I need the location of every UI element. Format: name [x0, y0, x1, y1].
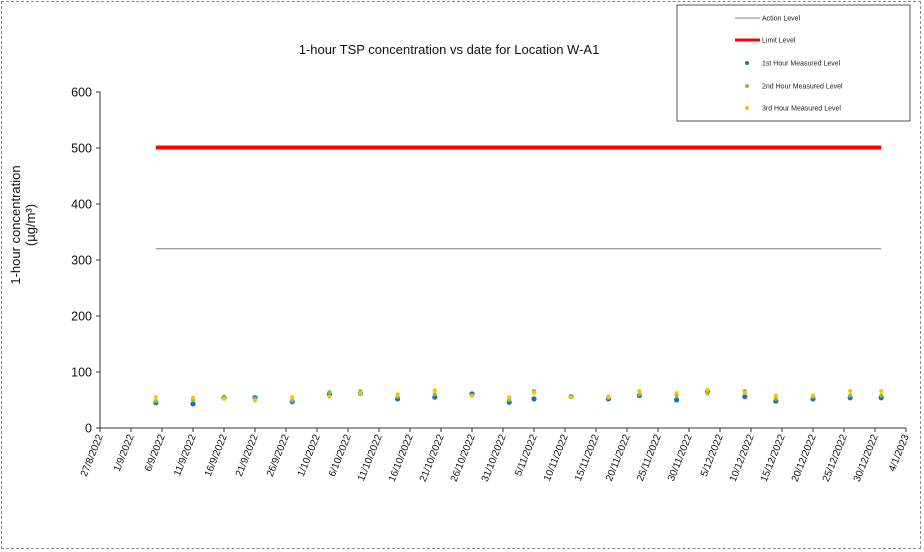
data-point	[153, 399, 158, 404]
x-tick-label: 11/10/2022	[356, 433, 385, 483]
data-point	[674, 391, 679, 396]
data-point	[705, 387, 710, 393]
x-tick-label: 4/1/2023	[887, 433, 912, 474]
y-tick-label: 500	[71, 142, 92, 156]
data-point	[637, 388, 642, 394]
data-point	[531, 390, 537, 395]
y-axis-unit: (µg/m³)	[23, 204, 38, 246]
x-tick-label: 30/12/2022	[852, 433, 881, 484]
chart-title: 1-hour TSP concentration vs date for Loc…	[299, 42, 600, 57]
legend: Action Level Limit Level 1st Hour Measured…	[676, 4, 911, 122]
data-point	[327, 390, 332, 395]
y-tick-label: 600	[71, 86, 92, 100]
data-point	[531, 396, 537, 402]
x-tick-label: 5/12/2022	[699, 433, 726, 479]
x-tick-label: 5/11/2022	[513, 433, 540, 478]
x-tick-label: 20/11/2022	[604, 433, 633, 483]
data-point	[879, 388, 884, 394]
data-point	[742, 390, 747, 395]
legend-box	[676, 4, 911, 122]
x-tick-label: 26/10/2022	[449, 433, 478, 484]
y-tick-label: 400	[71, 198, 92, 212]
data-point	[290, 398, 295, 403]
data-point	[290, 395, 295, 400]
legend-label: 3rd Hour Measured Level	[762, 106, 841, 113]
y-tick-label: 200	[71, 310, 92, 324]
data-point	[606, 394, 611, 399]
data-point	[432, 392, 437, 397]
data-point	[358, 391, 363, 396]
data-point	[153, 395, 158, 400]
series-3	[153, 387, 884, 403]
data-point	[221, 396, 227, 401]
legend-label: Action Level	[762, 16, 801, 23]
data-point	[637, 392, 642, 397]
data-point	[432, 388, 437, 393]
plot-area	[153, 145, 884, 407]
data-point	[773, 393, 778, 398]
x-tick-label: 10/12/2022	[728, 433, 757, 484]
x-tick-label: 10/11/2022	[542, 433, 571, 483]
legend-label: Limit Level	[762, 38, 796, 45]
y-axis-label: 1-hour concentration	[8, 165, 23, 284]
data-point	[395, 392, 400, 397]
y-tick-label: 0	[85, 422, 92, 436]
x-tick-label: 27/8/2022	[79, 433, 106, 479]
data-point	[674, 397, 680, 403]
x-tick-label: 20/12/2022	[790, 433, 819, 484]
data-point	[879, 393, 884, 398]
y-tick-label: 100	[71, 366, 92, 380]
x-tick-label: 11/9/2022	[172, 433, 199, 478]
legend-label: 1st Hour Measured Level	[762, 61, 841, 68]
data-point	[705, 391, 710, 396]
x-tick-label: 1/9/2022	[112, 433, 137, 474]
data-point	[569, 395, 574, 400]
x-tick-label: 15/12/2022	[759, 433, 788, 484]
data-point	[327, 394, 332, 399]
data-point	[507, 395, 512, 400]
x-tick-label: 25/12/2022	[821, 433, 850, 484]
x-tick-label: 26/9/2022	[265, 433, 292, 479]
legend-label: 2nd Hour Measured Level	[762, 84, 843, 91]
data-point	[190, 395, 196, 400]
data-point	[848, 388, 853, 394]
data-point	[810, 393, 816, 398]
data-point	[742, 394, 748, 400]
x-tick-label: 21/10/2022	[418, 433, 447, 484]
legend-swatch	[745, 61, 749, 65]
x-tick-label: 16/9/2022	[203, 433, 230, 479]
x-tick-label: 31/10/2022	[480, 433, 509, 484]
x-tick-label: 6/10/2022	[327, 433, 354, 479]
data-point	[190, 401, 196, 407]
x-tick-label: 16/10/2022	[387, 433, 416, 484]
x-tick-label: 30/11/2022	[666, 433, 695, 483]
x-axis: 27/8/2022 1/9/2022 6/9/2022 11/9/2022 16/9/2…	[79, 427, 912, 484]
data-point	[469, 393, 475, 399]
y-axis: 0 100 200 300 400 500 600	[71, 86, 101, 436]
x-tick-label: 25/11/2022	[635, 433, 664, 483]
legend-swatch	[745, 84, 749, 88]
x-tick-label: 21/9/2022	[234, 433, 261, 479]
x-tick-label: 1/10/2022	[296, 433, 323, 479]
y-tick-label: 300	[71, 254, 92, 268]
x-tick-label: 6/9/2022	[143, 433, 168, 474]
data-point	[252, 398, 258, 403]
legend-swatch	[745, 106, 749, 110]
data-point	[773, 396, 778, 401]
x-tick-label: 15/11/2022	[573, 433, 602, 483]
data-point	[848, 393, 853, 398]
